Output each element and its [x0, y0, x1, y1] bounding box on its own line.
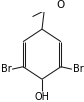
- Text: Br: Br: [1, 64, 11, 74]
- Text: OH: OH: [35, 92, 49, 102]
- Text: O: O: [56, 0, 65, 9]
- Text: Br: Br: [73, 64, 83, 74]
